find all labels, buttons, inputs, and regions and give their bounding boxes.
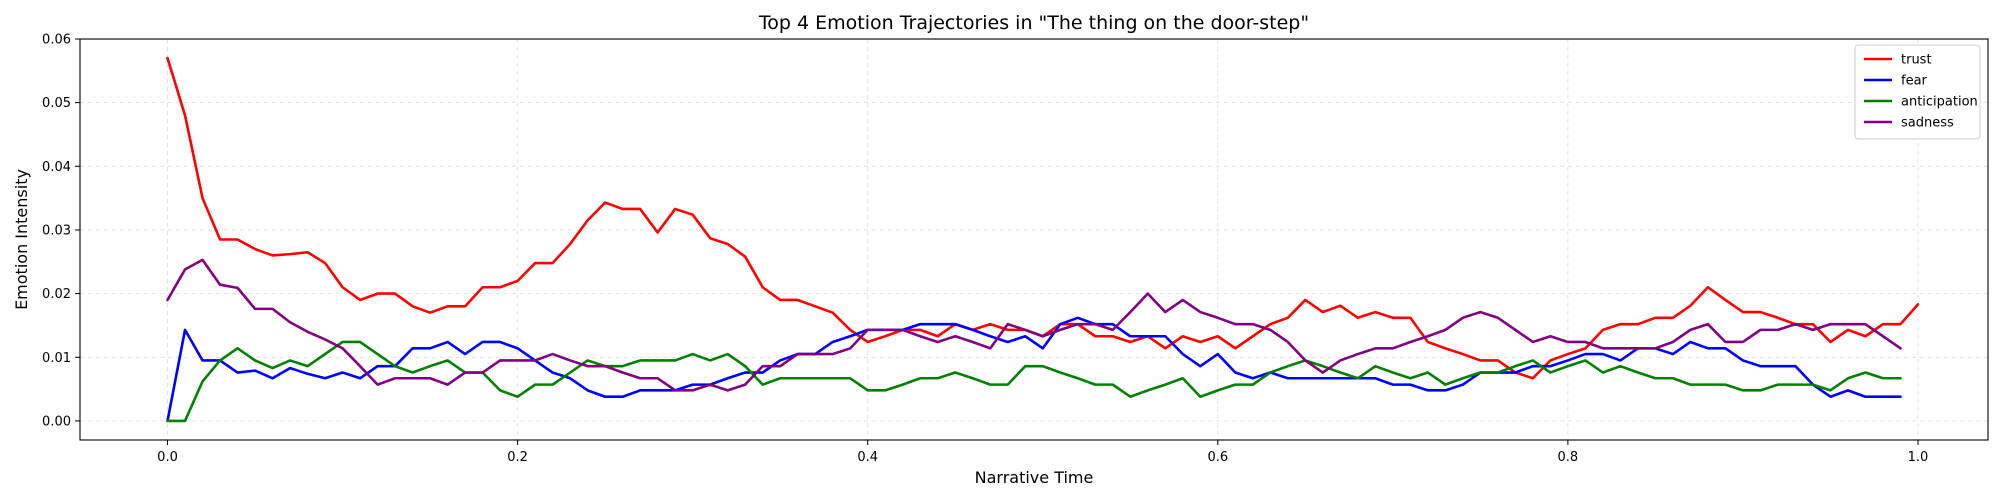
x-tick-label: 1.0 <box>1908 450 1929 465</box>
x-tick-label: 0.8 <box>1558 450 1579 465</box>
legend-label-anticipation: anticipation <box>1901 95 1978 110</box>
x-axis-label: Narrative Time <box>975 468 1094 487</box>
series-line-sadness <box>166 258 1902 392</box>
y-tick-label: 0.03 <box>42 223 71 238</box>
x-tick-label: 0.6 <box>1207 450 1228 465</box>
x-tick-label: 0.4 <box>857 450 878 465</box>
legend: trust fear anticipation sadness <box>1854 44 1981 140</box>
y-axis-label: Emotion Intensity <box>12 169 31 310</box>
y-tick-label: 0.06 <box>42 33 71 48</box>
x-tick-label: 0.2 <box>507 450 528 465</box>
y-axis-ticks: 0.00 0.01 0.02 0.03 0.04 0.05 0.06 <box>42 33 80 429</box>
y-tick-label: 0.04 <box>42 160 71 175</box>
y-tick-label: 0.01 <box>42 351 71 366</box>
series-layer <box>166 56 1920 423</box>
y-tick-label: 0.00 <box>42 414 71 429</box>
legend-box <box>1854 44 1981 140</box>
legend-label-sadness: sadness <box>1901 116 1954 131</box>
x-tick-label: 0.0 <box>157 450 178 465</box>
series-line-trust <box>166 56 1920 380</box>
x-axis-ticks: 0.0 0.2 0.4 0.6 0.8 1.0 <box>157 440 1928 465</box>
series-line-fear <box>166 316 1902 423</box>
plot-frame <box>79 38 1989 441</box>
y-tick-label: 0.02 <box>42 287 71 302</box>
y-tick-label: 0.05 <box>42 96 71 111</box>
series-line-anticipation <box>166 340 1902 423</box>
chart-title: Top 4 Emotion Trajectories in "The thing… <box>758 12 1309 34</box>
legend-label-fear: fear <box>1901 74 1928 89</box>
grid-layer <box>80 38 1988 440</box>
legend-label-trust: trust <box>1901 53 1932 68</box>
